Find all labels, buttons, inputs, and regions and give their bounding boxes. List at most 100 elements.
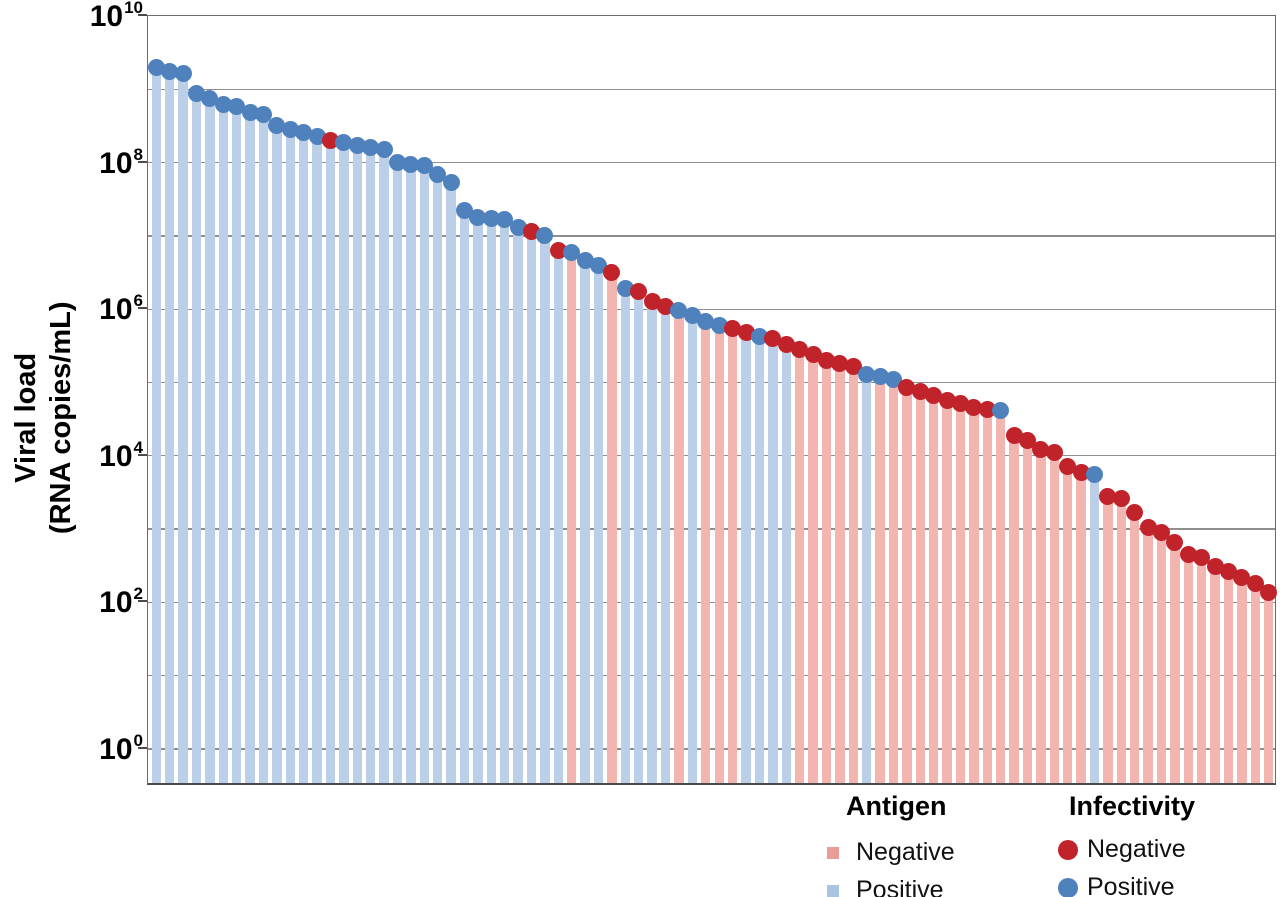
- infectivity-dot: [1072, 463, 1090, 481]
- infectivity-dot: [724, 319, 742, 337]
- infectivity-dot: [147, 58, 165, 76]
- specimen-bar: [486, 218, 496, 783]
- infectivity-dot: [1179, 546, 1197, 564]
- specimen-bar: [888, 379, 899, 783]
- specimen-bar: [379, 149, 389, 783]
- infectivity-dot: [791, 341, 809, 359]
- infectivity-dot: [804, 346, 822, 364]
- legend-antigen-title: Antigen: [846, 791, 947, 821]
- infectivity-dot: [1005, 426, 1023, 444]
- specimen-bar: [1223, 571, 1234, 783]
- infectivity-dot: [697, 312, 715, 330]
- infectivity-dot: [1126, 503, 1144, 521]
- gridline-1e7: [148, 235, 1275, 237]
- infectivity-dot: [858, 365, 876, 383]
- infectivity-dot: [549, 242, 567, 260]
- y-tick-label-1e6: 106: [99, 291, 143, 327]
- specimen-bar: [258, 114, 269, 783]
- infectivity-dot: [817, 351, 835, 369]
- infectivity-dot: [214, 95, 232, 113]
- infectivity-dot: [710, 316, 728, 334]
- infectivity-dot: [442, 173, 460, 191]
- specimen-bar: [272, 125, 282, 783]
- infectivity-dot: [657, 297, 675, 315]
- infectivity-dot: [992, 402, 1010, 420]
- infectivity-dot: [161, 63, 179, 81]
- specimen-bar: [526, 231, 537, 783]
- specimen-bar: [1009, 435, 1019, 783]
- y-tick-mark: [138, 307, 147, 310]
- specimen-bar: [593, 265, 604, 783]
- specimen-bar: [553, 250, 564, 783]
- infectivity-dot: [1112, 490, 1130, 508]
- specimen-bar: [794, 349, 805, 783]
- infectivity-dot: [978, 400, 996, 418]
- infectivity-negative-swatch-icon: [1058, 839, 1078, 860]
- gridline-1e4: [148, 455, 1275, 457]
- infectivity-dot: [1153, 523, 1171, 541]
- infectivity-dot: [871, 368, 889, 386]
- infectivity-dot: [925, 387, 943, 405]
- infectivity-dot: [268, 117, 286, 135]
- infectivity-dot: [1233, 568, 1251, 586]
- infectivity-dot: [898, 379, 916, 397]
- specimen-bar: [164, 71, 175, 783]
- infectivity-dot: [1166, 533, 1184, 551]
- specimen-bar: [151, 67, 161, 783]
- infectivity-dot: [174, 64, 192, 82]
- specimen-bar: [205, 98, 215, 783]
- specimen-bar: [1049, 452, 1059, 783]
- specimen-bar: [821, 360, 832, 783]
- gridline-1e9: [148, 88, 1275, 90]
- y-tick-label-1e10: 1010: [89, 0, 143, 33]
- specimen-bar: [433, 174, 443, 783]
- specimen-bar: [500, 219, 510, 783]
- gridline-1e2: [148, 601, 1275, 604]
- infectivity-dot: [938, 392, 956, 410]
- specimen-bar: [1063, 466, 1073, 783]
- legend-antigen-negative: Negative: [827, 838, 955, 867]
- infectivity-dot: [1206, 557, 1224, 575]
- infectivity-dot: [321, 132, 339, 150]
- infectivity-dot: [630, 283, 648, 301]
- specimen-bar: [1089, 474, 1100, 783]
- infectivity-dot: [951, 394, 969, 412]
- specimen-bar: [473, 217, 483, 783]
- legend-infectivity-negative-label: Negative: [1087, 835, 1186, 863]
- infectivity-dot: [590, 256, 608, 274]
- infectivity-dot: [496, 211, 514, 229]
- specimen-bar: [1264, 592, 1274, 783]
- specimen-bar: [1076, 472, 1086, 783]
- infectivity-dot: [563, 244, 581, 262]
- specimen-bar: [1250, 583, 1261, 783]
- infectivity-dot: [429, 166, 447, 184]
- specimen-bar: [634, 291, 644, 783]
- infectivity-dot: [1193, 548, 1211, 566]
- specimen-bar: [727, 328, 738, 783]
- infectivity-dot: [683, 307, 701, 325]
- infectivity-dot: [308, 127, 326, 145]
- infectivity-dot: [402, 156, 420, 174]
- legend-infectivity-positive: Positive: [1058, 873, 1175, 897]
- specimen-bar: [928, 395, 939, 783]
- infectivity-dot: [281, 121, 299, 139]
- y-tick-label-1e0: 100: [99, 731, 143, 766]
- infectivity-dot: [884, 370, 902, 388]
- gridline-1e5: [148, 381, 1275, 384]
- specimen-bar: [1210, 566, 1220, 783]
- infectivity-dot: [1019, 432, 1036, 450]
- specimen-bar: [647, 301, 657, 783]
- infectivity-dot: [576, 252, 594, 270]
- specimen-bar: [1237, 577, 1247, 783]
- specimen-bar: [245, 112, 255, 783]
- infectivity-dot: [1139, 519, 1157, 537]
- infectivity-dot: [469, 208, 487, 226]
- infectivity-dot: [965, 398, 983, 416]
- specimen-bar: [1170, 542, 1180, 783]
- infectivity-dot: [831, 355, 849, 373]
- infectivity-dot: [456, 202, 473, 220]
- specimen-bar: [902, 387, 912, 783]
- specimen-bar: [996, 410, 1006, 783]
- specimen-bar: [459, 210, 470, 783]
